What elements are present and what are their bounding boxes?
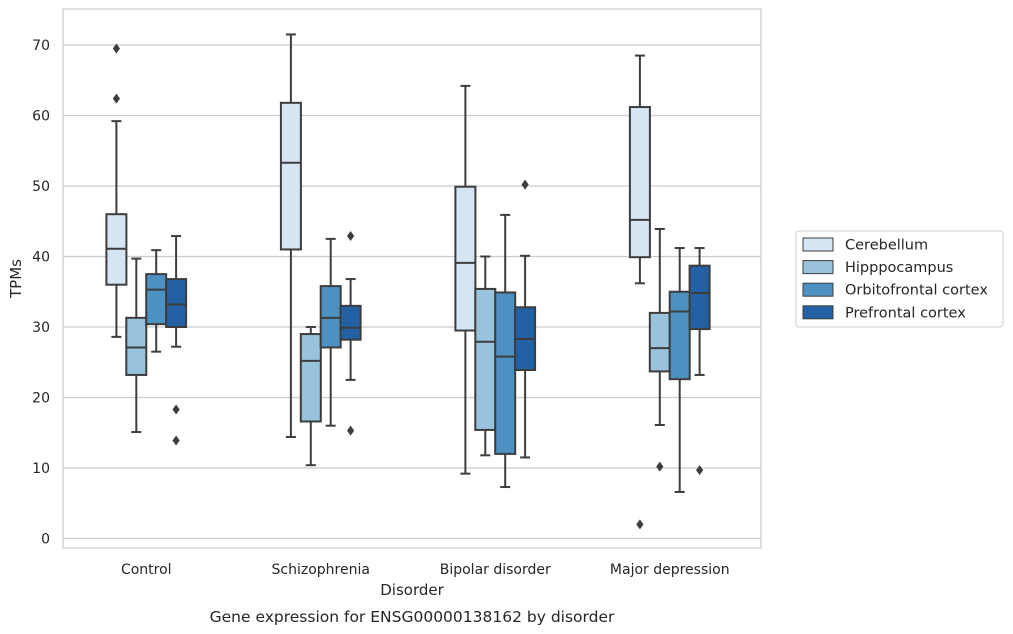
box-iqr: [165, 278, 188, 328]
outlier-point: [347, 425, 355, 436]
outlier-point: [112, 43, 120, 54]
box-group: [145, 249, 168, 353]
box-group: [125, 257, 148, 434]
box-iqr: [145, 273, 168, 326]
box-iqr: [339, 304, 362, 341]
y-tick-label: 10: [32, 461, 50, 477]
y-tick-label: 60: [32, 109, 50, 125]
box-group: [299, 326, 322, 467]
outlier-point: [696, 465, 704, 476]
legend-swatch: [802, 305, 834, 320]
box-iqr: [279, 101, 302, 251]
outlier-point: [172, 404, 180, 415]
box-group: [319, 237, 342, 427]
legend: Cerebellum Hipppocampus Orbitofrontal cort…: [795, 230, 1004, 328]
box-group: [628, 54, 651, 530]
outlier-point: [656, 461, 664, 472]
box-group: [494, 213, 517, 489]
legend-label: Hipppocampus: [845, 260, 953, 276]
outlier-point: [112, 93, 120, 104]
outlier-point: [636, 519, 644, 530]
box-group: [514, 179, 537, 459]
box-group: [165, 235, 188, 446]
legend-items: Cerebellum Hipppocampus Orbitofrontal cort…: [802, 237, 988, 321]
box-iqr: [688, 264, 711, 331]
box-group: [279, 33, 302, 438]
box-iqr: [125, 316, 148, 376]
y-tick-label: 50: [32, 179, 50, 195]
outlier-point: [347, 231, 355, 242]
plot-area-frame: [62, 8, 762, 549]
legend-label: Orbitofrontal cortex: [845, 283, 988, 299]
y-tick-label: 20: [32, 391, 50, 407]
x-tick-label: Major depression: [610, 562, 730, 578]
box-iqr: [454, 185, 477, 332]
legend-label: Cerebellum: [845, 238, 928, 254]
box-series: [105, 33, 711, 530]
box-iqr: [299, 333, 322, 423]
box-group: [454, 84, 477, 475]
legend-swatch: [802, 260, 834, 275]
box-group: [339, 231, 362, 436]
box-group: [105, 43, 128, 338]
box-group: [648, 228, 671, 472]
legend-swatch: [802, 237, 834, 252]
box-group: [474, 255, 497, 457]
x-tick-label: Bipolar disorder: [440, 562, 551, 578]
x-tick-label: Schizophrenia: [272, 562, 370, 578]
box-iqr: [474, 287, 497, 431]
box-iqr: [319, 285, 342, 349]
box-iqr: [494, 291, 517, 455]
x-tick-labels: Control Schizophrenia Bipolar disorder Majo…: [121, 562, 730, 578]
box-iqr: [668, 290, 691, 381]
legend-label: Prefrontal cortex: [845, 305, 966, 321]
figure-caption: Gene expression for ENSG00000138162 by d…: [210, 608, 615, 626]
legend-frame: [795, 230, 1004, 328]
outlier-point: [172, 435, 180, 446]
y-tick-label: 0: [41, 532, 50, 548]
legend-swatch: [802, 282, 834, 297]
box-group: [688, 247, 711, 476]
box-iqr: [648, 311, 671, 373]
outlier-point: [521, 179, 529, 190]
y-tick-label: 70: [32, 38, 50, 54]
box-iqr: [628, 106, 651, 259]
x-axis-label: Disorder: [380, 581, 444, 599]
y-tick-label: 40: [32, 250, 50, 266]
y-tick-label: 30: [32, 320, 50, 336]
box-group: [668, 247, 691, 493]
y-axis-label: TPMs: [7, 259, 25, 299]
y-tick-labels: 0 10 20 30 40 50 60 70: [32, 38, 50, 548]
x-tick-label: Control: [121, 562, 172, 578]
